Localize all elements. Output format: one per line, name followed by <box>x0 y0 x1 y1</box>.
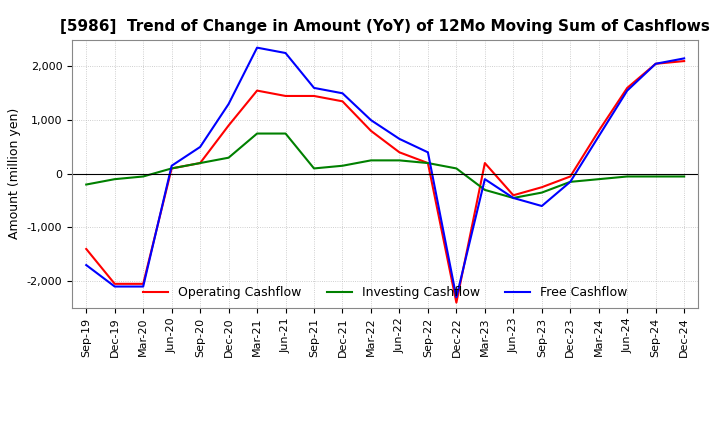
Investing Cashflow <box>282 131 290 136</box>
Operating Cashflow <box>310 93 318 99</box>
Free Cashflow <box>595 134 603 139</box>
Operating Cashflow <box>480 161 489 166</box>
Investing Cashflow <box>196 161 204 166</box>
Investing Cashflow <box>167 166 176 171</box>
Investing Cashflow <box>366 158 375 163</box>
Investing Cashflow <box>139 174 148 179</box>
Free Cashflow <box>167 163 176 169</box>
Line: Free Cashflow: Free Cashflow <box>86 48 684 297</box>
Operating Cashflow <box>139 281 148 286</box>
Operating Cashflow <box>338 99 347 104</box>
Operating Cashflow <box>225 123 233 128</box>
Operating Cashflow <box>423 161 432 166</box>
Free Cashflow <box>623 88 631 93</box>
Free Cashflow <box>366 117 375 123</box>
Free Cashflow <box>338 91 347 96</box>
Free Cashflow <box>310 85 318 91</box>
Investing Cashflow <box>310 166 318 171</box>
Free Cashflow <box>395 136 404 142</box>
Free Cashflow <box>566 179 575 184</box>
Legend: Operating Cashflow, Investing Cashflow, Free Cashflow: Operating Cashflow, Investing Cashflow, … <box>138 282 632 304</box>
Investing Cashflow <box>623 174 631 179</box>
Line: Operating Cashflow: Operating Cashflow <box>86 61 684 303</box>
Operating Cashflow <box>196 161 204 166</box>
Investing Cashflow <box>652 174 660 179</box>
Investing Cashflow <box>566 179 575 184</box>
Free Cashflow <box>423 150 432 155</box>
Free Cashflow <box>480 176 489 182</box>
Investing Cashflow <box>452 166 461 171</box>
Investing Cashflow <box>338 163 347 169</box>
Operating Cashflow <box>566 174 575 179</box>
Operating Cashflow <box>537 185 546 190</box>
Operating Cashflow <box>167 166 176 171</box>
Free Cashflow <box>110 284 119 289</box>
Operating Cashflow <box>595 128 603 133</box>
Investing Cashflow <box>537 190 546 195</box>
Free Cashflow <box>537 203 546 209</box>
Operating Cashflow <box>282 93 290 99</box>
Investing Cashflow <box>595 176 603 182</box>
Investing Cashflow <box>509 195 518 201</box>
Operating Cashflow <box>623 85 631 91</box>
Operating Cashflow <box>680 59 688 64</box>
Investing Cashflow <box>253 131 261 136</box>
Investing Cashflow <box>82 182 91 187</box>
Title: [5986]  Trend of Change in Amount (YoY) of 12Mo Moving Sum of Cashflows: [5986] Trend of Change in Amount (YoY) o… <box>60 19 710 34</box>
Free Cashflow <box>196 144 204 150</box>
Free Cashflow <box>253 45 261 50</box>
Free Cashflow <box>680 56 688 61</box>
Operating Cashflow <box>509 193 518 198</box>
Investing Cashflow <box>225 155 233 160</box>
Operating Cashflow <box>82 246 91 252</box>
Free Cashflow <box>82 262 91 268</box>
Investing Cashflow <box>395 158 404 163</box>
Operating Cashflow <box>366 128 375 133</box>
Operating Cashflow <box>652 61 660 66</box>
Free Cashflow <box>225 101 233 106</box>
Operating Cashflow <box>253 88 261 93</box>
Free Cashflow <box>509 195 518 201</box>
Free Cashflow <box>652 61 660 66</box>
Free Cashflow <box>452 295 461 300</box>
Investing Cashflow <box>480 187 489 193</box>
Free Cashflow <box>282 50 290 55</box>
Operating Cashflow <box>452 300 461 305</box>
Operating Cashflow <box>395 150 404 155</box>
Operating Cashflow <box>110 281 119 286</box>
Free Cashflow <box>139 284 148 289</box>
Line: Investing Cashflow: Investing Cashflow <box>86 134 684 198</box>
Y-axis label: Amount (million yen): Amount (million yen) <box>8 108 21 239</box>
Investing Cashflow <box>423 161 432 166</box>
Investing Cashflow <box>680 174 688 179</box>
Investing Cashflow <box>110 176 119 182</box>
